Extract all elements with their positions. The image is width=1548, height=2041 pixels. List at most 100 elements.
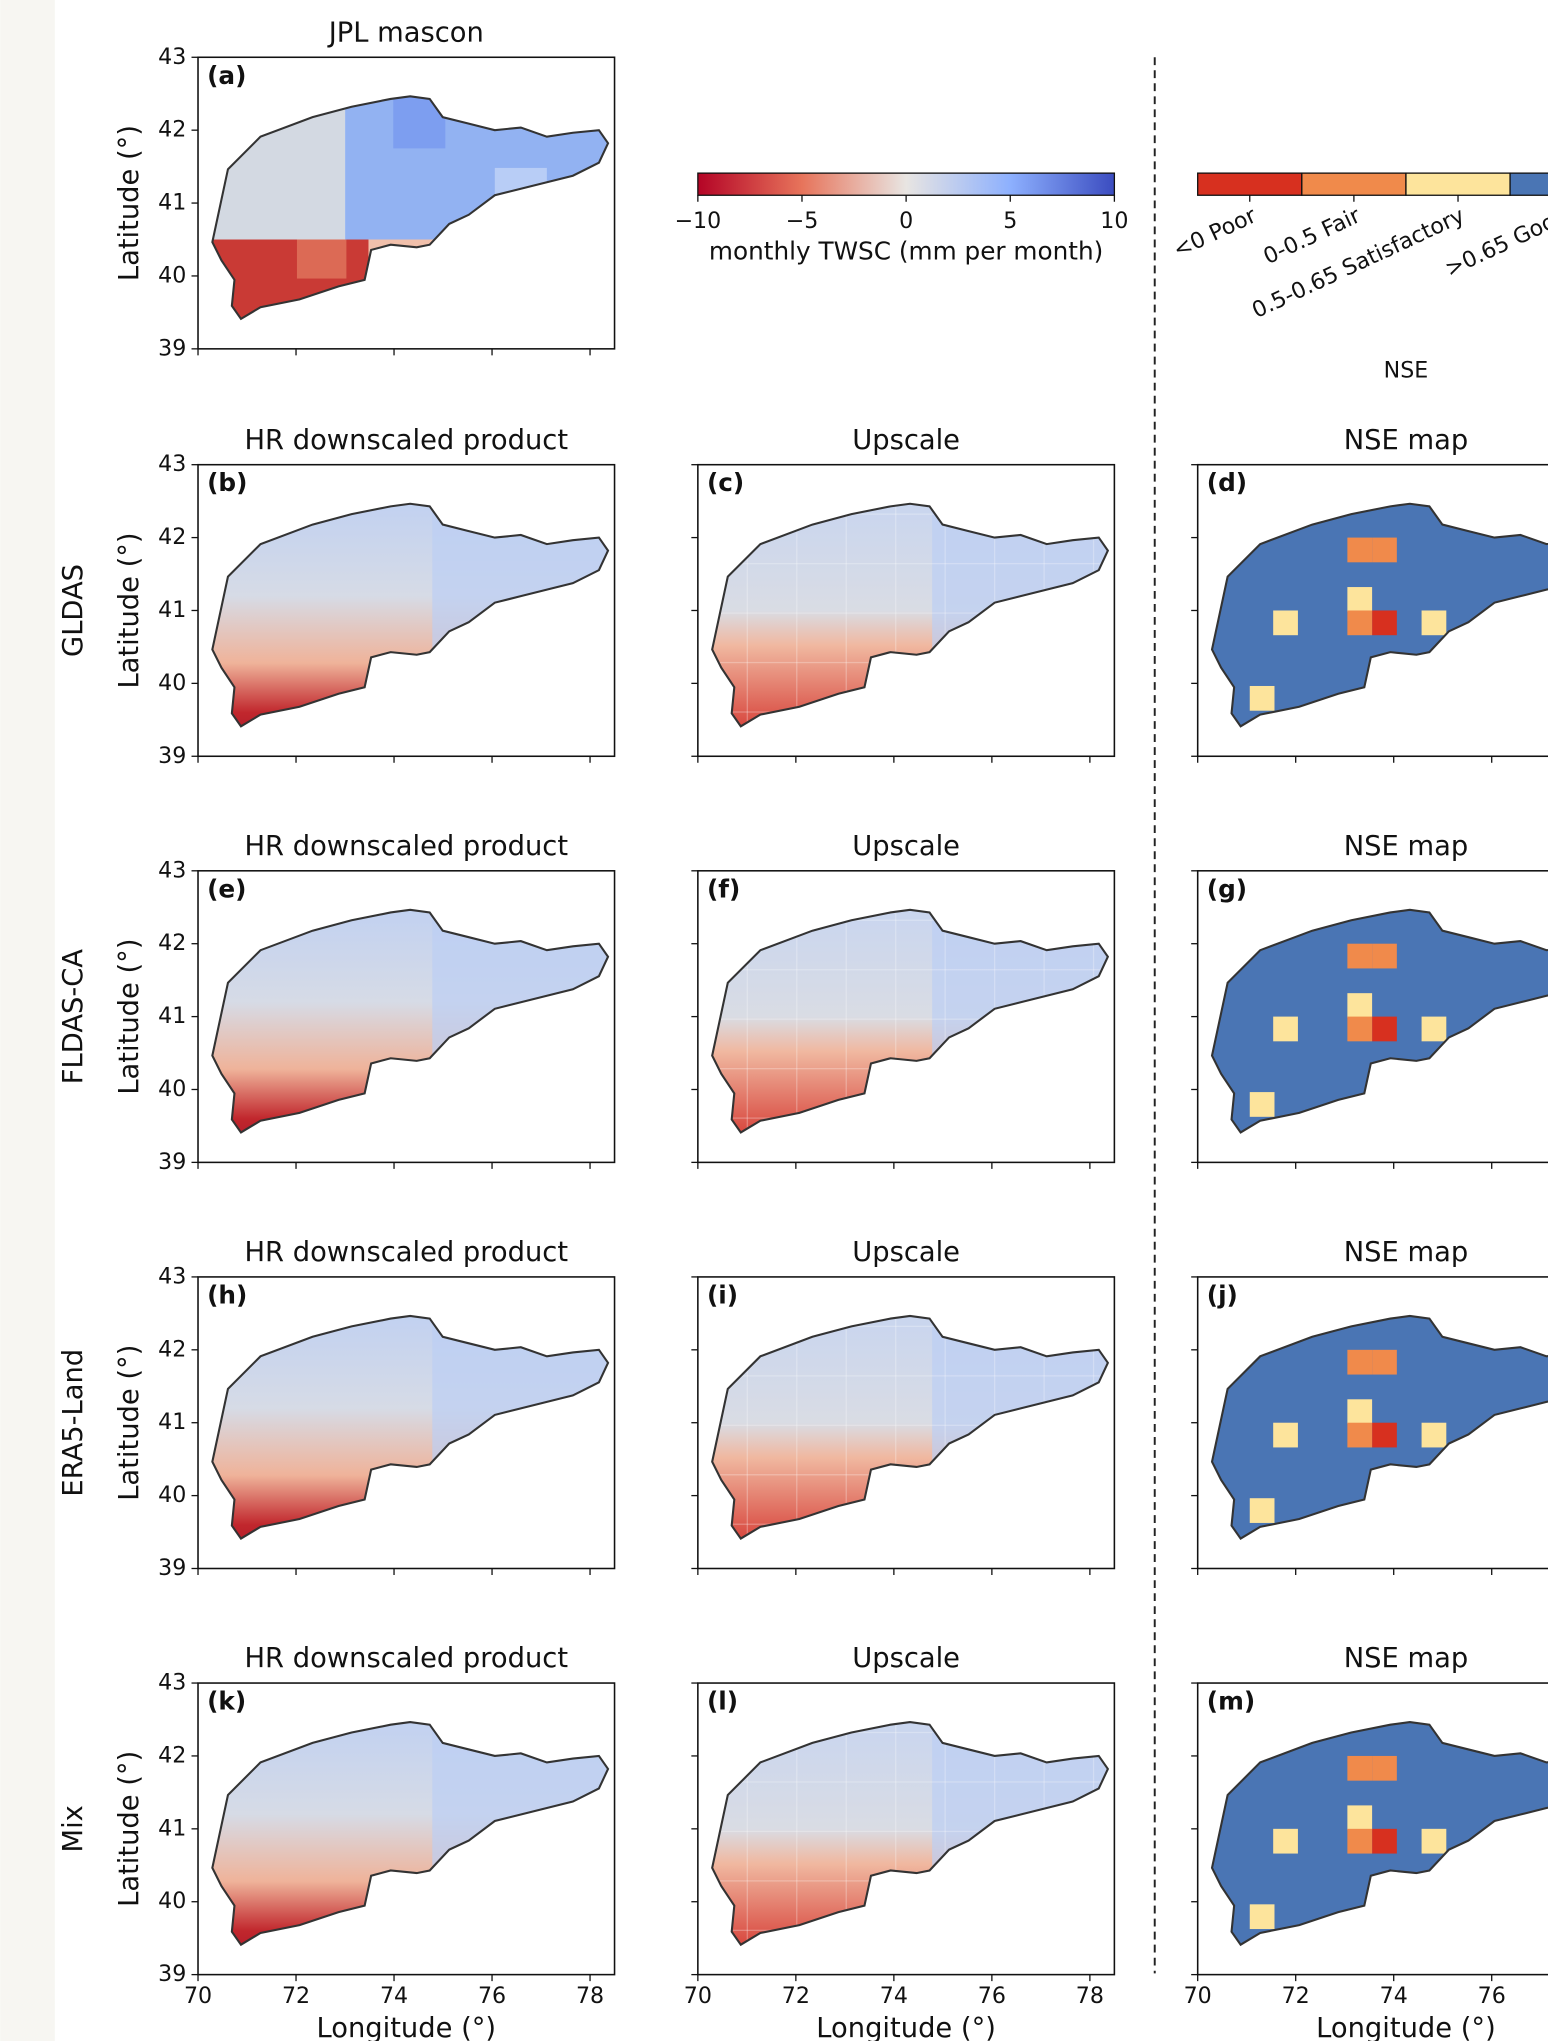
y-tick-label: 42: [158, 117, 186, 143]
y-tick-label: 39: [158, 743, 186, 769]
y-tick-label: 41: [158, 1409, 186, 1435]
cell-edge: [1094, 1069, 1143, 1118]
cell-edge: [1094, 970, 1143, 1019]
panel-label: (f): [707, 874, 740, 903]
y-axis-label: Latitude (°): [114, 532, 145, 688]
y-tick-label: 42: [158, 930, 186, 956]
cell-edge: [797, 1277, 846, 1326]
map: [698, 871, 1143, 1168]
x-tick-label: 76: [1478, 1983, 1506, 2009]
y-axis-label: Latitude (°): [114, 1345, 145, 1501]
cell-edge: [1044, 1683, 1093, 1732]
cell: [1347, 1756, 1372, 1781]
cell-edge: [995, 613, 1044, 662]
y-axis-label: Latitude (°): [114, 939, 145, 1095]
x-tick-label: 76: [978, 1983, 1006, 2009]
legend-swatch: [1198, 173, 1302, 195]
panel-label: (k): [207, 1687, 246, 1716]
cell-edge: [1094, 465, 1143, 514]
cell: [1250, 1498, 1275, 1523]
colorbar-tick-label: 5: [1003, 208, 1017, 234]
map: [1198, 1683, 1548, 1975]
panel-label: (g): [1207, 874, 1247, 903]
panel-label: (a): [207, 61, 246, 90]
cell-edge: [945, 663, 994, 712]
cell-edge: [945, 1277, 994, 1326]
cell: [345, 57, 618, 239]
colorbar-label: monthly TWSC (mm per month): [709, 237, 1103, 266]
cell-edge: [1044, 1524, 1093, 1573]
map: [698, 1277, 1143, 1574]
cell-edge: [1094, 871, 1143, 920]
cell-edge: [797, 712, 846, 761]
y-tick-label: 40: [158, 262, 186, 288]
cell-edge: [1094, 1930, 1143, 1979]
cell-edge: [1044, 1277, 1093, 1326]
field: [432, 871, 614, 1066]
cell-edge: [747, 1524, 796, 1573]
panel-label: (d): [1207, 468, 1247, 497]
x-tick-label: 76: [478, 1983, 506, 2009]
panel-title: JPL mascon: [327, 17, 484, 48]
cell-edge: [1094, 712, 1143, 761]
panel-label: (b): [207, 468, 247, 497]
map: [698, 465, 1143, 762]
field: [432, 465, 614, 660]
panel-label: (l): [707, 1687, 738, 1716]
map: [198, 1277, 615, 1569]
figure: 39 40 41 42 43 Latitude (°) JPL mascon (a) GLDAS…: [0, 0, 1548, 2041]
cell-edge: [896, 1118, 945, 1167]
y-tick-label: 41: [158, 190, 186, 216]
cell-edge: [995, 1524, 1044, 1573]
cell: [1273, 1017, 1298, 1042]
cell-edge: [1094, 613, 1143, 662]
cell: [1347, 944, 1372, 969]
cell-edge: [995, 1683, 1044, 1732]
cell-edge: [747, 465, 796, 514]
y-tick-label: 41: [158, 1003, 186, 1029]
map: [1198, 465, 1548, 757]
panel-title: HR downscaled product: [245, 1237, 569, 1268]
y-axis-label: Latitude (°): [114, 125, 145, 281]
cell-edge: [1044, 1475, 1093, 1524]
x-axis-label: Longitude (°): [816, 2013, 996, 2041]
cell: [1273, 610, 1298, 635]
cell-edge: [945, 1524, 994, 1573]
x-tick-label: 78: [1076, 1983, 1104, 2009]
legend-swatch: [1302, 173, 1406, 195]
cell-edge: [797, 871, 846, 920]
field: [198, 871, 615, 1163]
row-label: ERA5-Land: [58, 1349, 89, 1497]
panel-title: NSE map: [1344, 831, 1468, 862]
cell-edge: [995, 1881, 1044, 1930]
cell-edge: [945, 712, 994, 761]
cell-edge: [797, 1118, 846, 1167]
cell-edge: [1094, 663, 1143, 712]
cell-edge: [995, 1019, 1044, 1068]
cell-edge: [1044, 1881, 1093, 1930]
cell-edge: [945, 1118, 994, 1167]
y-tick-label: 39: [158, 1149, 186, 1175]
legend-title: NSE: [1384, 357, 1429, 383]
row-label: GLDAS: [58, 564, 89, 657]
field: [932, 1277, 1114, 1472]
y-tick-label: 43: [158, 857, 186, 883]
cell: [1372, 1350, 1397, 1375]
cell-edge: [698, 920, 747, 969]
panel-title: HR downscaled product: [245, 425, 569, 456]
x-tick-label: 74: [380, 1983, 408, 2009]
cell: [297, 240, 346, 279]
cell-edge: [846, 1524, 895, 1573]
cell-edge: [995, 1831, 1044, 1880]
cell-edge: [1094, 1831, 1143, 1880]
panel-title: NSE map: [1344, 1237, 1468, 1268]
x-tick-label: 70: [684, 1983, 712, 2009]
map: [198, 1683, 615, 1975]
cell-edge: [747, 1683, 796, 1732]
cell-edge: [1044, 663, 1093, 712]
cell-edge: [1094, 1524, 1143, 1573]
field: [198, 1277, 615, 1569]
cell: [1250, 686, 1275, 711]
y-tick-label: 40: [158, 670, 186, 696]
field: [932, 1683, 1114, 1878]
